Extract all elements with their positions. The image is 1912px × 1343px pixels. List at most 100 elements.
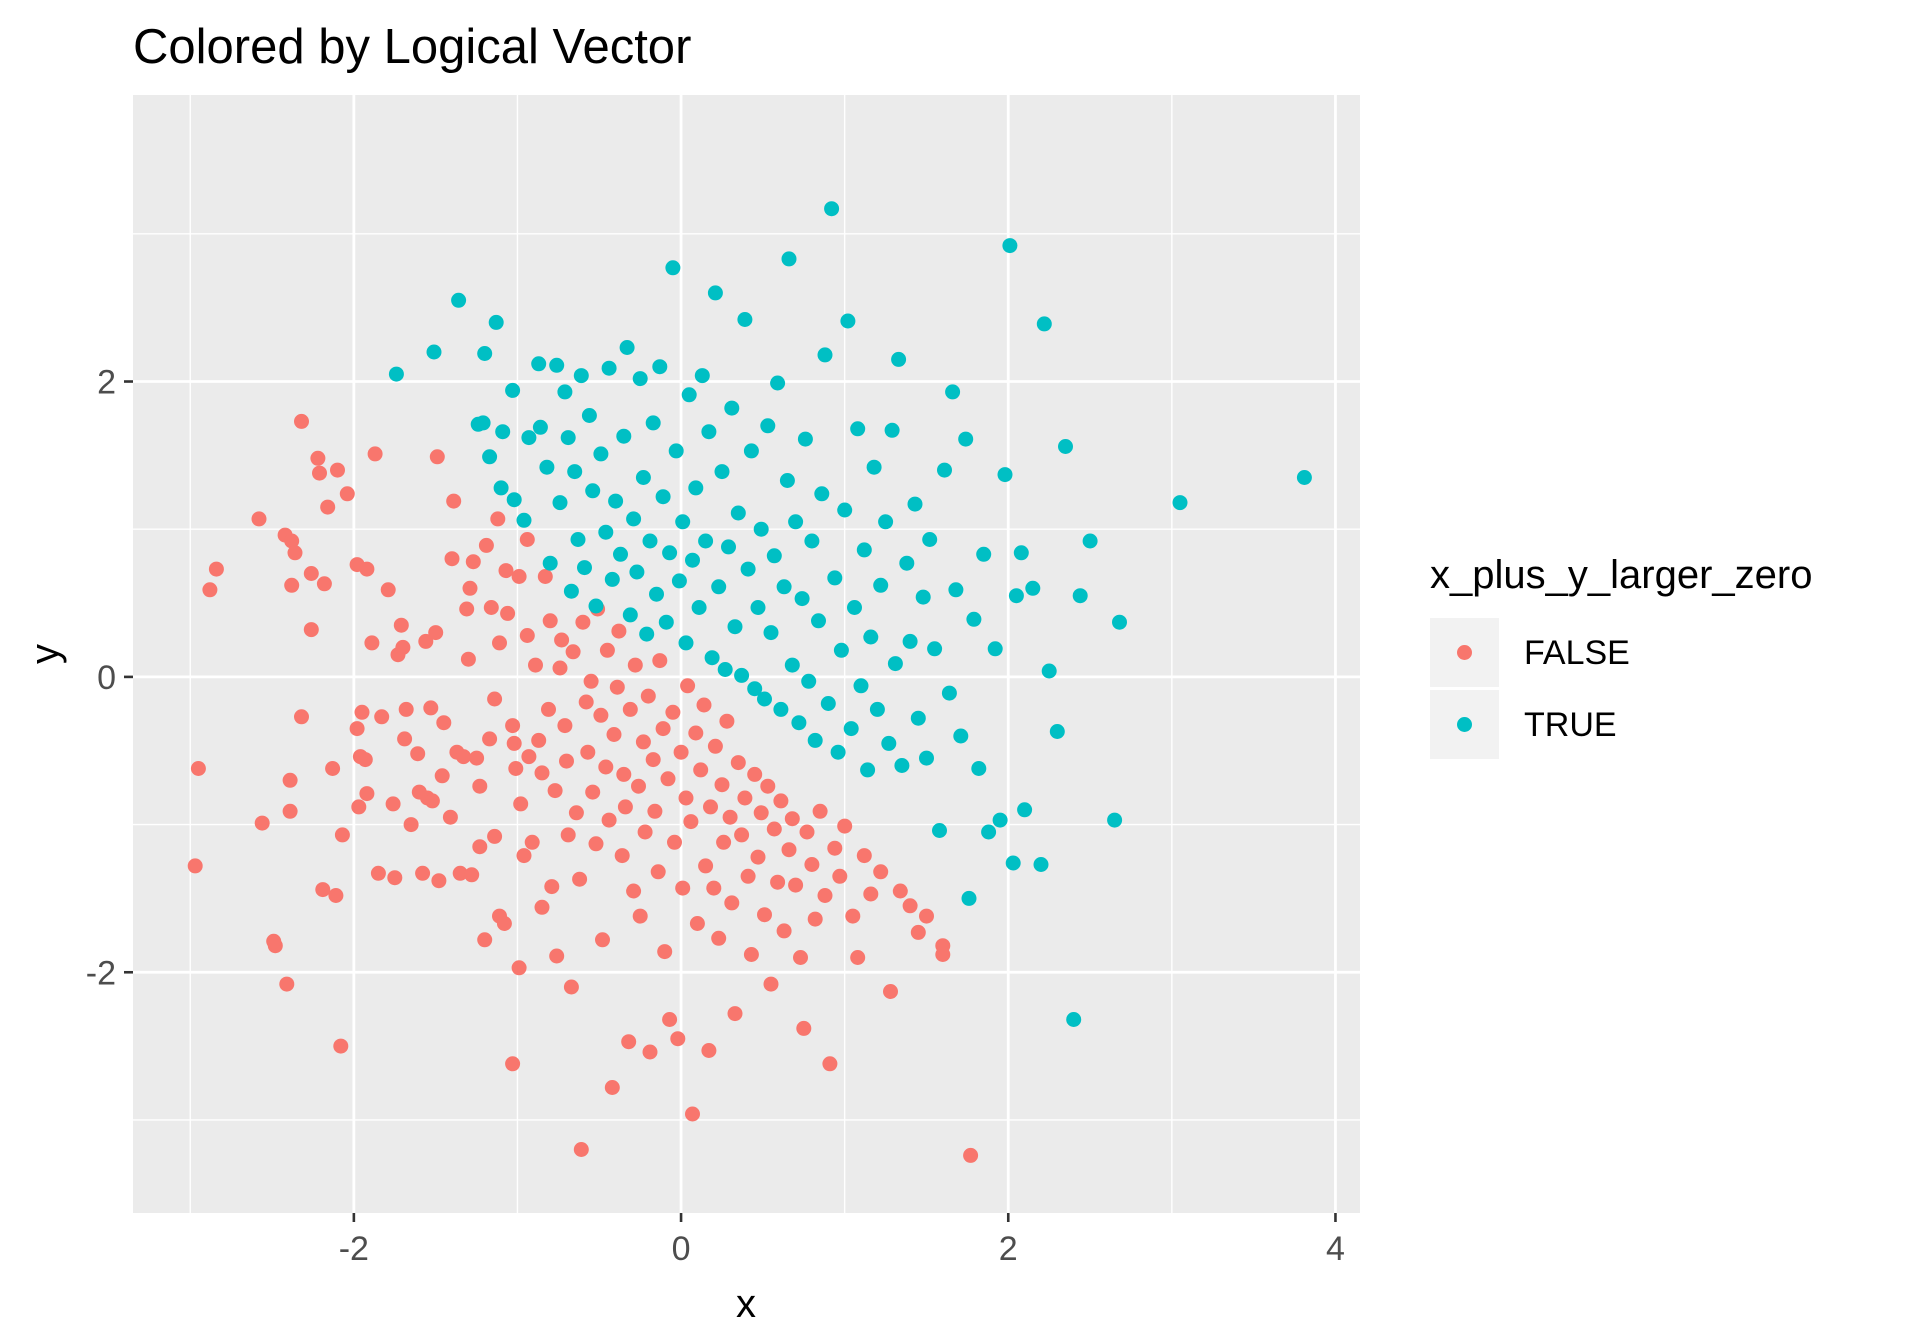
data-point (837, 818, 853, 834)
data-point (873, 577, 889, 593)
data-point (760, 778, 776, 794)
data-point (747, 766, 763, 782)
data-point (452, 865, 468, 881)
data-point (294, 709, 309, 725)
data-points (187, 201, 1312, 1163)
data-point (395, 639, 411, 655)
data-point (330, 462, 345, 478)
series-true (388, 201, 1312, 1027)
data-point (833, 642, 849, 658)
data-point (910, 710, 926, 726)
data-point (817, 888, 833, 903)
data-point (757, 907, 772, 923)
data-point (190, 761, 206, 776)
data-point (740, 561, 756, 577)
data-point (660, 771, 676, 787)
x-tick-label: 2 (999, 1230, 1018, 1268)
legend-items: FALSE TRUE (1430, 618, 1630, 759)
data-point (665, 704, 681, 720)
data-point (488, 314, 504, 330)
data-point (856, 542, 872, 558)
data-point (516, 848, 532, 864)
data-point (678, 635, 694, 651)
data-point (632, 371, 648, 387)
data-point (681, 387, 697, 403)
data-point (837, 502, 853, 518)
data-point (701, 424, 717, 440)
data-point (578, 694, 594, 710)
data-point (662, 1012, 678, 1027)
data-point (599, 642, 615, 658)
x-axis: -2 0 2 4 (339, 1213, 1345, 1268)
data-point (483, 600, 499, 615)
data-point (770, 375, 786, 391)
data-point (958, 431, 974, 447)
data-point (937, 462, 952, 478)
data-point (814, 486, 830, 502)
y-tick-label: 0 (97, 659, 116, 697)
data-point (493, 480, 509, 496)
data-point (187, 858, 203, 874)
data-point (312, 465, 327, 481)
data-point (734, 667, 750, 683)
data-point (320, 499, 336, 515)
data-point (608, 493, 624, 509)
data-point (431, 873, 447, 889)
data-point (719, 713, 735, 729)
data-point (573, 1142, 589, 1157)
data-point (505, 382, 521, 398)
data-point (554, 632, 570, 648)
data-point (784, 811, 800, 827)
data-point (367, 446, 383, 462)
data-point (722, 809, 738, 825)
data-point (807, 732, 823, 748)
data-point (380, 582, 396, 598)
data-point (766, 548, 782, 564)
data-point (945, 384, 961, 400)
data-point (743, 947, 759, 962)
data-point (696, 697, 712, 713)
data-point (645, 752, 661, 768)
x-tick-label: 0 (672, 1230, 691, 1268)
data-point (506, 492, 522, 508)
data-point (662, 545, 678, 561)
data-point (1066, 1012, 1082, 1027)
chart-title: Colored by Logical Vector (133, 20, 691, 74)
data-point (652, 359, 668, 375)
data-point (428, 625, 444, 641)
data-point (881, 735, 897, 751)
data-point (760, 418, 776, 434)
data-point (763, 976, 779, 992)
series-false (187, 413, 979, 1163)
data-point (403, 817, 419, 833)
data-point (444, 551, 460, 567)
data-point (531, 732, 547, 748)
data-point (1002, 238, 1018, 254)
data-point (424, 793, 440, 809)
data-point (539, 459, 555, 475)
data-point (516, 512, 532, 528)
data-point (475, 415, 491, 431)
data-point (717, 662, 733, 677)
data-point (619, 340, 635, 355)
data-point (595, 932, 610, 948)
data-point (915, 589, 931, 605)
data-point (830, 744, 846, 760)
data-point (776, 579, 792, 595)
data-point (282, 803, 298, 819)
data-point (601, 812, 617, 828)
data-point (498, 563, 514, 579)
data-point (711, 579, 727, 595)
y-tick-label: 2 (97, 364, 116, 402)
data-point (287, 545, 303, 561)
data-point (359, 786, 375, 802)
data-point (559, 753, 574, 769)
data-point (691, 600, 707, 615)
data-point (279, 976, 295, 992)
data-point (410, 746, 426, 762)
data-point (575, 614, 591, 630)
data-point (631, 778, 646, 794)
data-point (707, 285, 723, 301)
data-point (459, 601, 475, 617)
